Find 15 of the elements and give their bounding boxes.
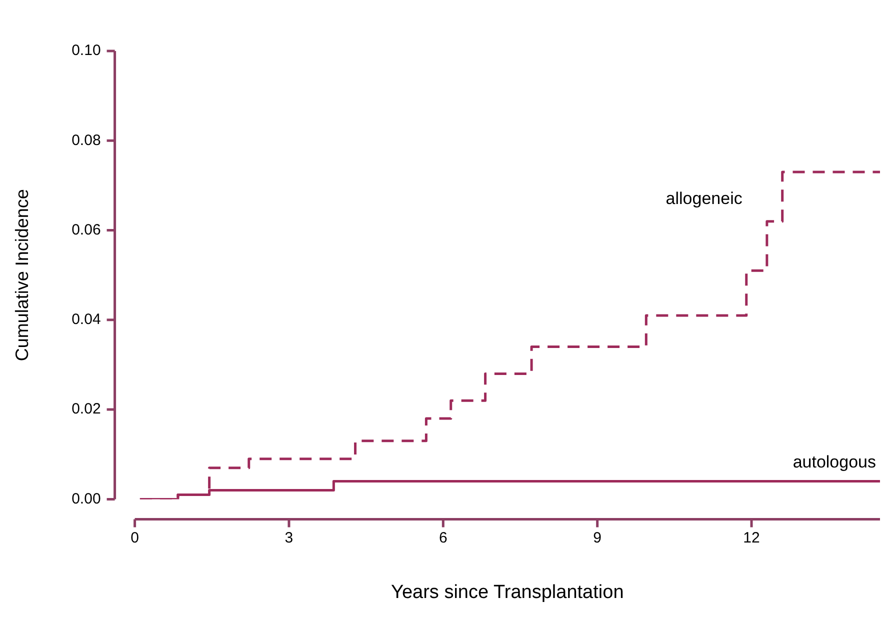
series-label: allogeneic bbox=[666, 189, 743, 208]
x-tick-label: 3 bbox=[284, 529, 294, 546]
y-tick-label: 0.04 bbox=[72, 311, 101, 328]
x-tick-label: 0 bbox=[130, 529, 139, 546]
x-tick-label: 6 bbox=[438, 529, 448, 546]
y-tick-label: 0.10 bbox=[72, 42, 101, 60]
x-tick-label: 12 bbox=[743, 529, 760, 546]
x-tick-label: 9 bbox=[593, 529, 602, 546]
y-axis-title: Cumulative Incidence bbox=[12, 189, 32, 362]
y-tick-label: 0.00 bbox=[72, 490, 101, 508]
y-tick-label: 0.08 bbox=[72, 132, 101, 149]
y-tick-label: 0.02 bbox=[72, 400, 101, 418]
y-tick-label: 0.06 bbox=[72, 221, 101, 238]
series-label: autologous bbox=[792, 452, 876, 472]
x-axis-title: Years since Transplantation bbox=[391, 582, 624, 603]
